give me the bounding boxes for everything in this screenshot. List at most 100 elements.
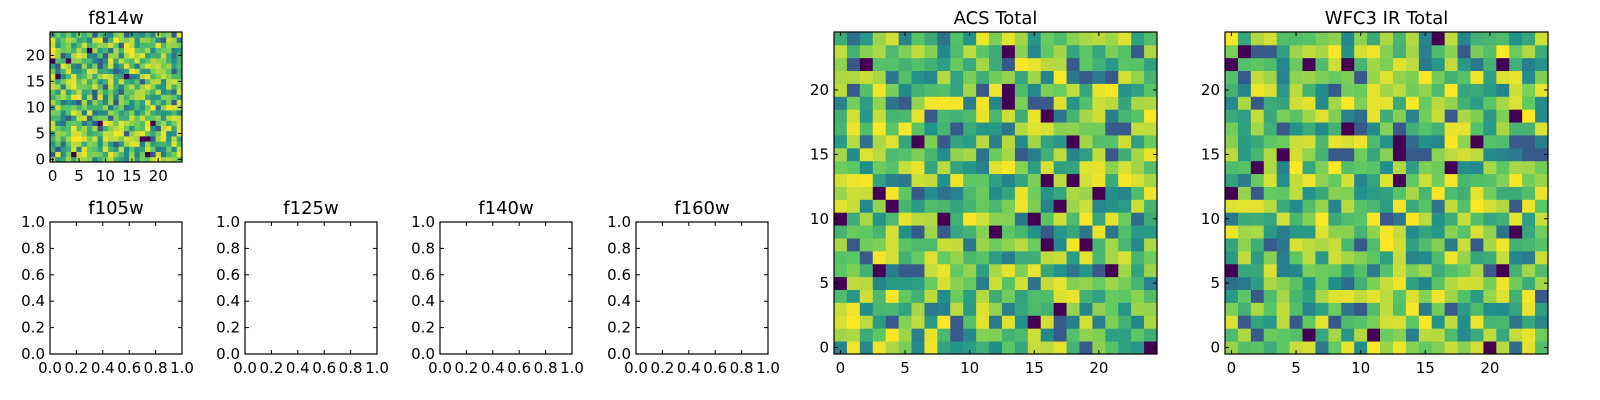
heatmap-cell xyxy=(160,115,167,121)
heatmap-cell xyxy=(1354,276,1368,290)
heatmap-cell xyxy=(150,47,156,54)
heatmap-cell xyxy=(171,130,178,137)
heatmap-cell xyxy=(898,238,912,252)
x-tick-label: 0.4 xyxy=(677,359,701,377)
heatmap-cell xyxy=(1483,70,1497,84)
heatmap-cell xyxy=(859,199,874,213)
heatmap-cell xyxy=(55,125,61,132)
heatmap-cell xyxy=(1444,341,1458,355)
heatmap-cell xyxy=(1341,109,1355,123)
heatmap-cell xyxy=(1483,276,1497,290)
heatmap-cell xyxy=(123,94,130,100)
heatmap-cell xyxy=(1535,199,1549,213)
heatmap-cell xyxy=(924,225,938,239)
heatmap-cell xyxy=(1118,70,1132,84)
heatmap-cell xyxy=(1405,186,1420,200)
heatmap-cell xyxy=(150,68,156,74)
heatmap-cell xyxy=(86,156,93,163)
heatmap-cell xyxy=(898,341,912,355)
heatmap-cell xyxy=(1341,147,1355,162)
heatmap-cell xyxy=(102,94,109,100)
heatmap-cell xyxy=(166,110,172,116)
heatmap-cell xyxy=(1302,44,1316,59)
heatmap-cell xyxy=(92,47,98,54)
heatmap-cell xyxy=(1341,341,1355,355)
heatmap-cell xyxy=(1079,250,1093,265)
heatmap-cell xyxy=(937,263,951,278)
x-tick-label: 0.2 xyxy=(454,359,478,377)
heatmap-cell xyxy=(989,212,1003,226)
heatmap-cell xyxy=(1066,57,1080,72)
heatmap-cell xyxy=(950,341,964,355)
heatmap-cell xyxy=(108,125,114,132)
heatmap-cell xyxy=(102,125,109,132)
heatmap-cell xyxy=(1354,44,1368,59)
heatmap-cell xyxy=(1392,109,1407,123)
heatmap-cell xyxy=(1040,83,1055,97)
heatmap-cell xyxy=(166,94,172,100)
heatmap-cell xyxy=(71,130,77,137)
heatmap-cell xyxy=(92,42,98,48)
heatmap-cell xyxy=(1315,263,1329,278)
axes-frame xyxy=(1224,31,1549,355)
heatmap-cell xyxy=(123,130,130,137)
heatmap-cell xyxy=(1522,276,1536,290)
heatmap-cell xyxy=(60,78,67,85)
heatmap-cell xyxy=(846,122,861,136)
heatmap-cell xyxy=(1496,276,1510,290)
heatmap-cell xyxy=(150,32,156,38)
heatmap-cell xyxy=(60,52,67,59)
heatmap-cell xyxy=(1276,160,1290,175)
x-tick-label: 0 xyxy=(48,167,58,185)
heatmap-cell xyxy=(846,70,861,84)
heatmap-cell xyxy=(834,212,848,226)
heatmap-cell xyxy=(113,99,120,106)
heatmap-cell xyxy=(86,151,93,158)
heatmap-cell xyxy=(1418,44,1433,59)
heatmap-cell xyxy=(86,42,93,48)
heatmap-cell xyxy=(1014,250,1029,265)
x-tick-label: 5 xyxy=(1291,359,1301,377)
heatmap-cell xyxy=(160,58,167,64)
heatmap-cell xyxy=(1027,315,1042,329)
heatmap-cell xyxy=(989,238,1003,252)
heatmap-cell xyxy=(166,63,172,69)
heatmap-cell xyxy=(139,37,146,43)
heatmap-cell xyxy=(155,115,162,121)
heatmap-cell xyxy=(898,225,912,239)
heatmap-cell xyxy=(71,125,77,132)
heatmap-cell xyxy=(1225,135,1239,149)
heatmap-cell xyxy=(937,83,951,97)
heatmap-cell xyxy=(1105,109,1119,123)
heatmap-cell xyxy=(160,120,167,126)
heatmap-cell xyxy=(1315,302,1329,316)
heatmap-cell xyxy=(898,160,912,175)
heatmap-cell xyxy=(1380,122,1394,136)
heatmap-cell xyxy=(76,89,83,95)
heatmap-cell xyxy=(1092,250,1106,265)
heatmap-cell xyxy=(1040,328,1055,342)
heatmap-cell xyxy=(924,122,938,136)
heatmap-cell xyxy=(118,42,125,48)
heatmap-cell xyxy=(1001,276,1016,290)
heatmap-cell xyxy=(1079,302,1093,316)
heatmap-cell xyxy=(1522,147,1536,162)
heatmap-cell xyxy=(1066,328,1080,342)
heatmap-cell xyxy=(1535,186,1549,200)
heatmap-cell xyxy=(86,37,93,43)
panel-title: f105w xyxy=(88,198,143,219)
heatmap-cell xyxy=(108,32,114,38)
heatmap-cell xyxy=(846,263,861,278)
heatmap-cell xyxy=(1418,147,1433,162)
heatmap-cell xyxy=(924,96,938,110)
heatmap-cell xyxy=(76,136,83,142)
heatmap-cell xyxy=(1001,289,1016,303)
heatmap-cell xyxy=(76,125,83,132)
heatmap-cell xyxy=(139,47,146,54)
heatmap-cell xyxy=(1144,147,1158,162)
heatmap-cell xyxy=(1079,315,1093,329)
heatmap-cell xyxy=(1431,83,1446,97)
heatmap-cell xyxy=(102,42,109,48)
